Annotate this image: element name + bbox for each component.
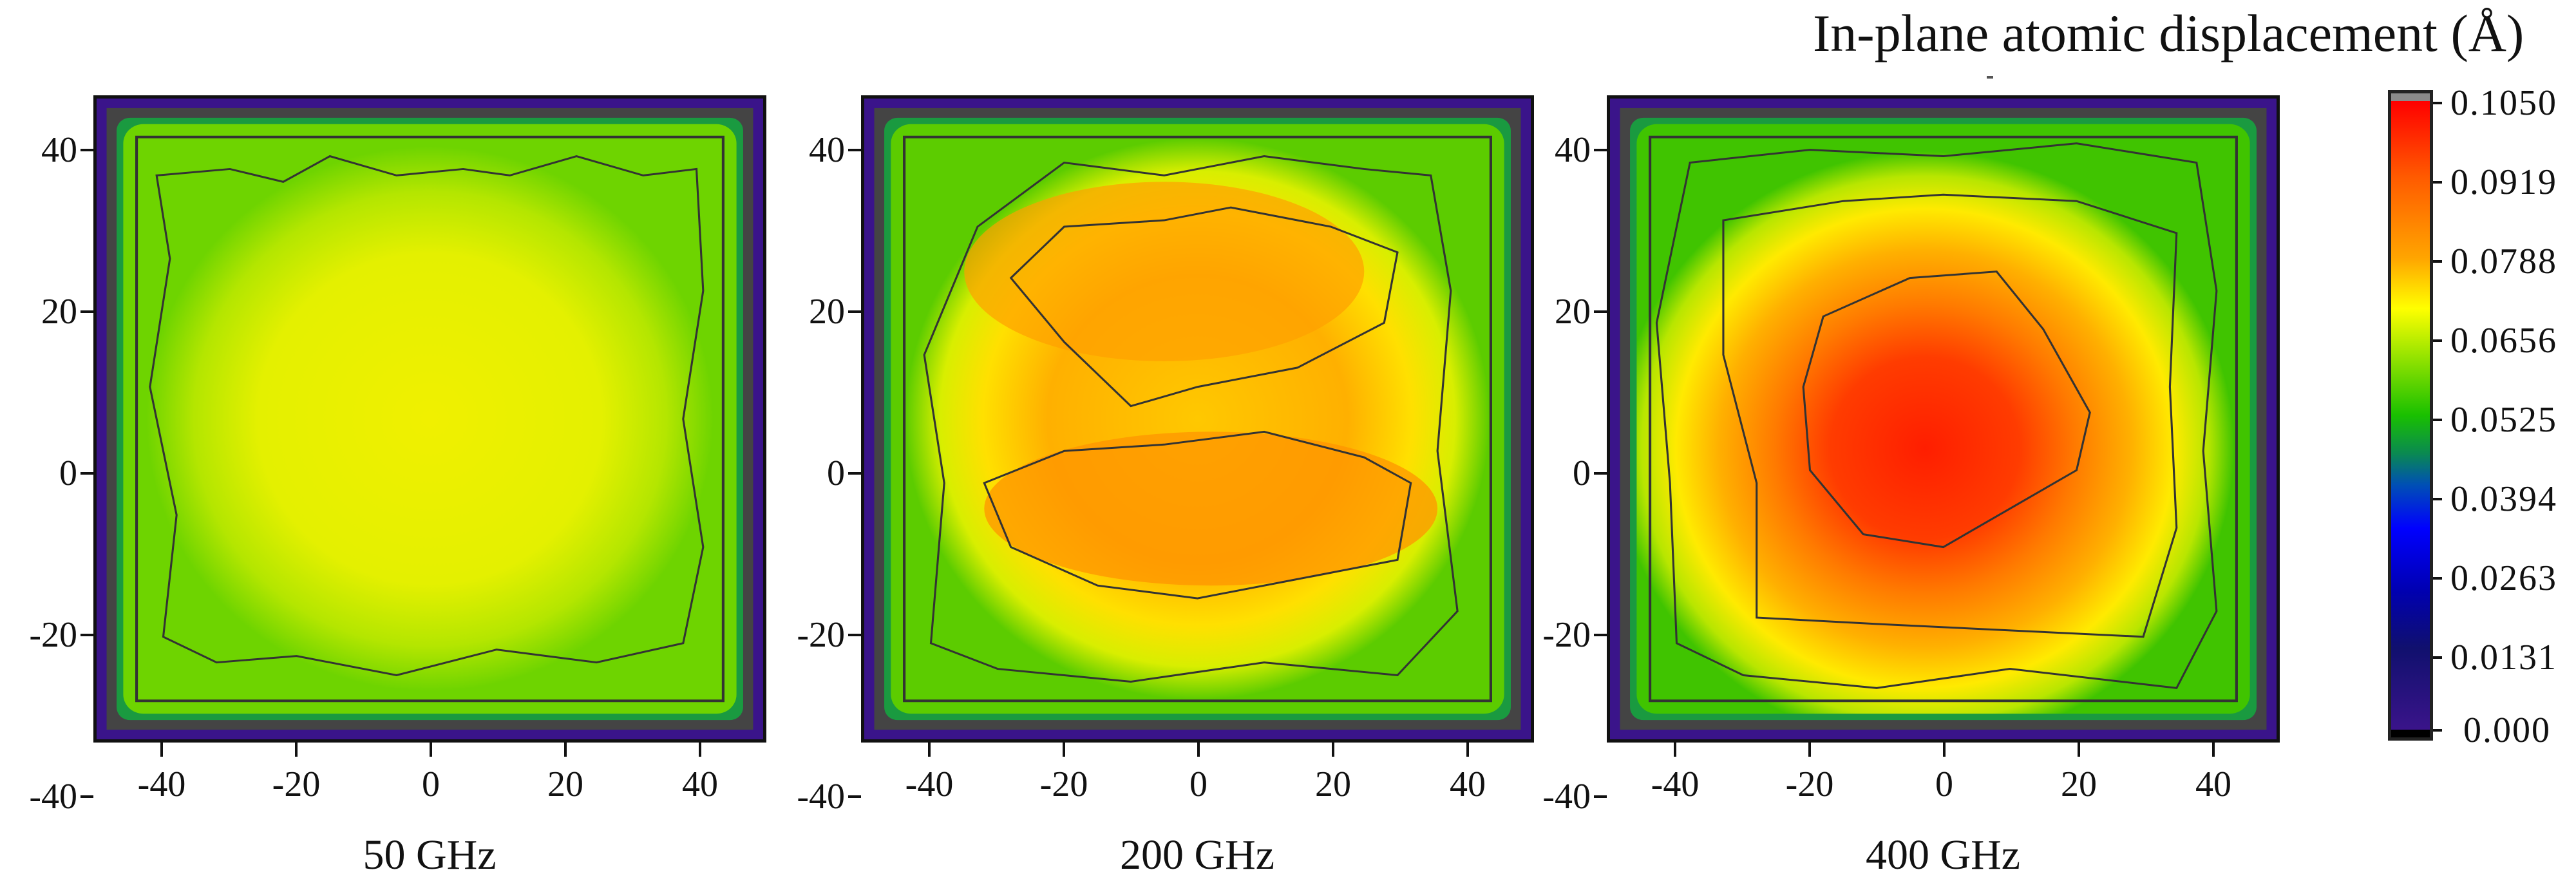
y-tick (848, 634, 861, 636)
colorbar-overflow-swatch (2391, 93, 2430, 101)
colorbar-tick (2433, 656, 2442, 659)
x-tick (1674, 743, 1676, 757)
y-tick-label: 0 (1573, 453, 1591, 493)
colorbar-underflow-swatch (2391, 730, 2430, 737)
x-tick-label: -40 (1651, 764, 1700, 804)
y-tick-label: 0 (827, 453, 845, 493)
y-tick-label: -20 (29, 615, 77, 655)
y-tick (1594, 795, 1607, 798)
y-tick (80, 634, 93, 636)
y-tick (1594, 310, 1607, 313)
colorbar-tick-label: 0.0656 (2450, 321, 2557, 361)
y-tick-label: -40 (29, 777, 77, 817)
colorbar (2388, 90, 2433, 741)
x-tick (1063, 743, 1065, 757)
x-tick-label: 40 (2195, 764, 2231, 804)
y-tick-label: 40 (41, 130, 77, 170)
x-tick-label: 0 (1189, 764, 1208, 804)
colorbar-tick (2433, 260, 2442, 263)
plot-area (861, 95, 1534, 743)
y-tick (1594, 149, 1607, 151)
y-tick-label: -40 (1542, 777, 1591, 817)
x-tick (1332, 743, 1334, 757)
heatmap-panel-400ghz: 40 20 0 -20 -40 -40 -20 0 20 40 400 GHz (1542, 95, 2280, 878)
x-tick (2078, 743, 2080, 757)
panel-label: 50 GHz (363, 831, 497, 878)
x-tick-label: 20 (2061, 764, 2097, 804)
x-tick (1197, 743, 1200, 757)
y-tick-label: 0 (59, 453, 77, 493)
x-tick (699, 743, 701, 757)
y-tick-label: 20 (41, 292, 77, 332)
y-tick-label: -20 (797, 615, 845, 655)
colorbar-tick (2433, 102, 2442, 104)
x-tick (160, 743, 163, 757)
heatmap-panel-50ghz: 40 20 0 -20 -40 -40 -20 0 20 40 50 GHz (29, 95, 766, 878)
x-tick (1808, 743, 1811, 757)
heatmap-image (864, 99, 1531, 739)
colorbar-title: In-plane atomic displacement (Å) (1813, 4, 2524, 62)
x-tick (928, 743, 931, 757)
x-tick-label: 20 (1315, 764, 1351, 804)
colorbar-tick (2433, 419, 2442, 421)
x-tick-label: 40 (1450, 764, 1486, 804)
y-tick (1594, 634, 1607, 636)
x-tick (295, 743, 298, 757)
colorbar-tick (2433, 498, 2442, 500)
decorative-dash (1987, 76, 1993, 79)
y-tick-label: -20 (1542, 615, 1591, 655)
y-tick (848, 472, 861, 475)
colorbar-tick-label: 0.0131 (2450, 638, 2557, 677)
colorbar-tick (2433, 729, 2442, 732)
y-tick-label: 40 (809, 130, 845, 170)
y-tick (848, 310, 861, 313)
colorbar-tick (2433, 181, 2442, 184)
y-tick-label: -40 (797, 777, 845, 817)
x-tick-label: 20 (547, 764, 583, 804)
x-tick-label: -20 (1785, 764, 1834, 804)
x-tick (1943, 743, 1946, 757)
colorbar-tick-label: 0.0394 (2450, 479, 2557, 519)
colorbar-tick-label: 0.0919 (2450, 162, 2557, 202)
x-tick-label: -40 (905, 764, 954, 804)
heatmap-image (97, 99, 763, 739)
y-tick (1594, 472, 1607, 475)
y-tick (80, 472, 93, 475)
x-tick-label: 0 (1935, 764, 1953, 804)
plot-area (93, 95, 766, 743)
heatmap-panel-200ghz: 40 20 0 -20 -40 -40 -20 0 20 40 200 GHz (797, 95, 1534, 878)
plot-area (1607, 95, 2280, 743)
colorbar-tick-label: 0.1050 (2450, 83, 2557, 123)
x-tick (430, 743, 432, 757)
x-tick-label: -40 (137, 764, 186, 804)
x-tick-label: 0 (422, 764, 440, 804)
y-tick (848, 795, 861, 798)
x-tick-label: -20 (272, 764, 321, 804)
panel-label: 400 GHz (1865, 831, 2021, 878)
x-tick (2212, 743, 2215, 757)
x-tick (1466, 743, 1469, 757)
panel-label: 200 GHz (1119, 831, 1275, 878)
x-tick (564, 743, 567, 757)
colorbar-tick (2433, 339, 2442, 342)
y-tick (80, 795, 93, 798)
y-tick-label: 40 (1555, 130, 1591, 170)
y-tick (80, 149, 93, 151)
y-tick (80, 310, 93, 313)
x-tick-label: 40 (682, 764, 718, 804)
y-tick (848, 149, 861, 151)
colorbar-tick (2433, 577, 2442, 580)
y-tick-label: 20 (809, 292, 845, 332)
x-tick-label: -20 (1039, 764, 1088, 804)
colorbar-tick-label: 0.0788 (2450, 242, 2557, 281)
colorbar-tick-label: 0.0525 (2450, 400, 2557, 440)
colorbar-tick-label: 0.0263 (2450, 558, 2557, 598)
y-tick-label: 20 (1555, 292, 1591, 332)
heatmap-image (1610, 99, 2277, 739)
colorbar-gradient (2391, 101, 2430, 730)
colorbar-tick-label: 0.000 (2463, 710, 2551, 750)
